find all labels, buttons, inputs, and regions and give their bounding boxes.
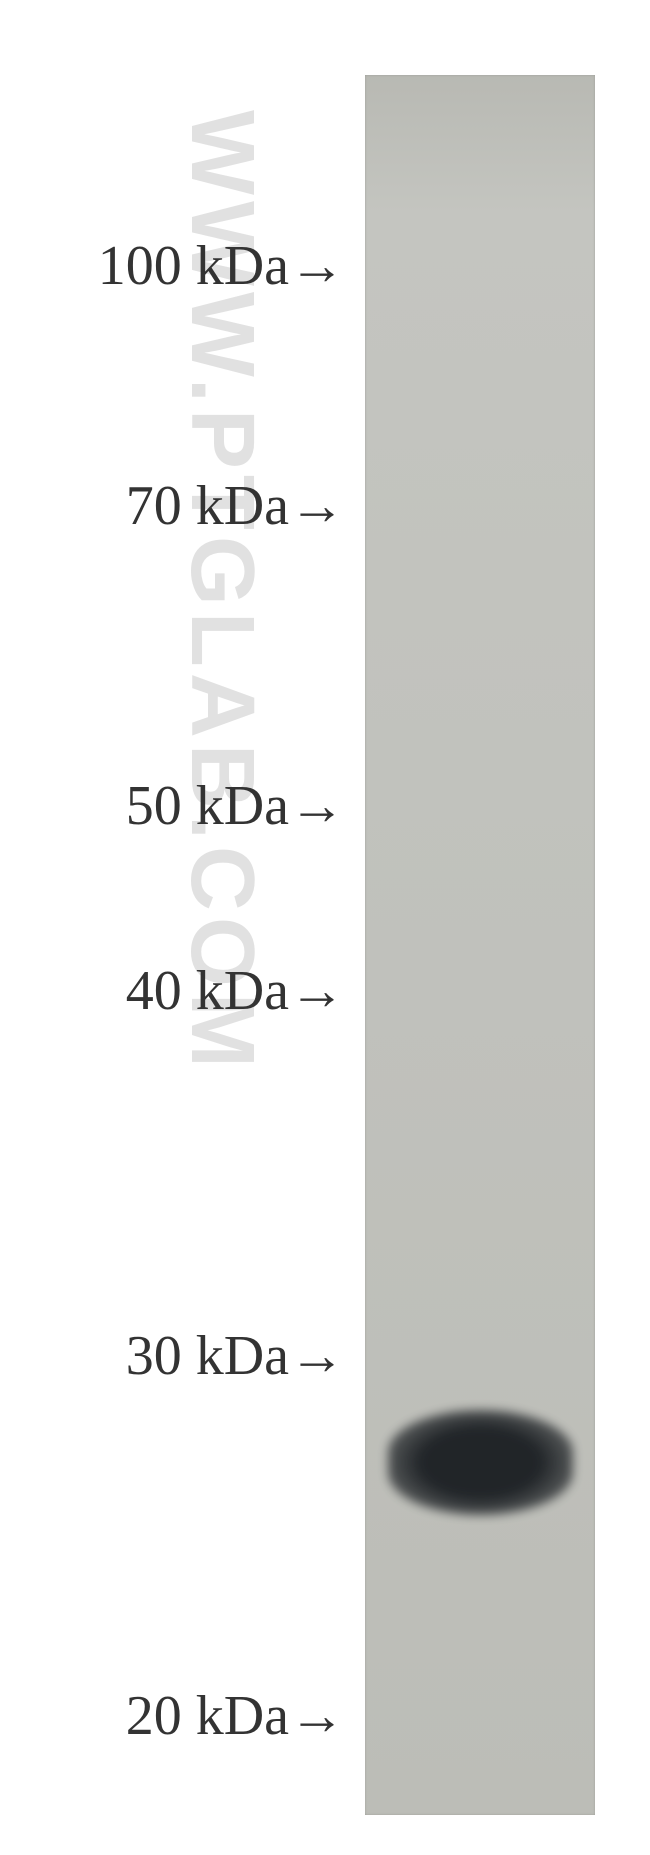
marker-40kda: 40 kDa→ <box>0 959 345 1023</box>
marker-20kda: 20 kDa→ <box>0 1684 345 1748</box>
marker-30kda: 30 kDa→ <box>0 1324 345 1388</box>
marker-50kda: 50 kDa→ <box>0 774 345 838</box>
protein-band <box>388 1410 573 1515</box>
blot-lane <box>365 75 595 1815</box>
marker-100kda: 100 kDa→ <box>0 234 345 298</box>
marker-70kda: 70 kDa→ <box>0 474 345 538</box>
western-blot-figure: WWW.PTGLAB.COM 100 kDa→ 70 kDa→ 50 kDa→ … <box>0 0 650 1855</box>
